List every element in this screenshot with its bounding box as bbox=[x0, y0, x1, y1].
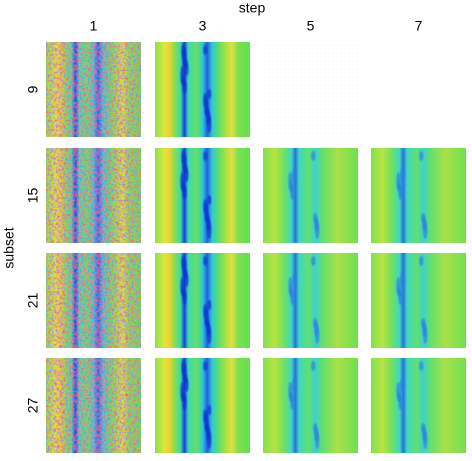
blob bbox=[203, 256, 208, 266]
heatmap bbox=[155, 148, 250, 243]
heatmap bbox=[155, 253, 250, 348]
blob bbox=[292, 378, 297, 392]
column-label: 5 bbox=[307, 18, 315, 34]
blob bbox=[421, 318, 426, 328]
row-label: 27 bbox=[25, 398, 41, 414]
blob bbox=[203, 45, 208, 55]
heatmap bbox=[46, 358, 141, 453]
blob bbox=[292, 168, 297, 182]
heatmap bbox=[46, 253, 141, 348]
heatmap-panel bbox=[371, 358, 466, 453]
heatmap-panel bbox=[155, 148, 250, 243]
blob bbox=[311, 151, 316, 161]
heatmap bbox=[263, 148, 358, 243]
heatmap bbox=[371, 358, 466, 453]
heatmap bbox=[46, 42, 141, 137]
empty-panel bbox=[263, 42, 358, 137]
row-label: 15 bbox=[25, 188, 41, 204]
blob bbox=[207, 300, 212, 310]
blob bbox=[396, 382, 401, 400]
blob bbox=[180, 66, 185, 84]
heatmap-panel bbox=[371, 253, 466, 348]
heatmap-panel bbox=[263, 148, 358, 243]
blob bbox=[181, 150, 186, 164]
blob bbox=[400, 273, 405, 287]
blob bbox=[203, 199, 208, 213]
blob bbox=[419, 361, 424, 371]
heatmap-panel bbox=[263, 253, 358, 348]
blob bbox=[313, 318, 318, 328]
blob bbox=[288, 382, 293, 400]
row-label: 21 bbox=[25, 293, 41, 309]
blob bbox=[396, 172, 401, 190]
heatmap bbox=[155, 42, 250, 137]
blob bbox=[207, 89, 212, 99]
blob bbox=[288, 172, 293, 190]
row-label: 9 bbox=[25, 85, 41, 93]
blob bbox=[288, 277, 293, 295]
blob bbox=[181, 44, 186, 58]
blob bbox=[311, 256, 316, 266]
heatmap-panel bbox=[263, 358, 358, 453]
blob bbox=[203, 93, 208, 107]
blob bbox=[400, 168, 405, 182]
heatmap-panel bbox=[371, 148, 466, 243]
row-title: subset bbox=[1, 227, 17, 268]
column-label: 7 bbox=[415, 18, 423, 34]
heatmap-panel bbox=[155, 358, 250, 453]
heatmap bbox=[46, 148, 141, 243]
blob bbox=[180, 382, 185, 400]
blob bbox=[421, 213, 426, 223]
blob bbox=[207, 195, 212, 205]
blob bbox=[181, 255, 186, 269]
blob bbox=[421, 423, 426, 433]
blob bbox=[396, 277, 401, 295]
column-label: 1 bbox=[90, 18, 98, 34]
column-label: 3 bbox=[199, 18, 207, 34]
heatmap bbox=[263, 253, 358, 348]
heatmap-panel bbox=[155, 253, 250, 348]
panel-grid bbox=[46, 42, 466, 453]
blob bbox=[313, 213, 318, 223]
blob bbox=[419, 151, 424, 161]
blob bbox=[311, 361, 316, 371]
heatmap-panel bbox=[46, 358, 141, 453]
blob bbox=[313, 423, 318, 433]
blob bbox=[292, 273, 297, 287]
heatmap-panel bbox=[46, 42, 141, 137]
heatmap bbox=[263, 358, 358, 453]
heatmap-panel bbox=[46, 253, 141, 348]
blob bbox=[400, 378, 405, 392]
blob bbox=[419, 256, 424, 266]
blob bbox=[181, 360, 186, 374]
blob bbox=[180, 172, 185, 190]
column-title: step bbox=[239, 0, 266, 16]
blob bbox=[203, 361, 208, 371]
blob bbox=[203, 151, 208, 161]
blob bbox=[207, 405, 212, 415]
blob bbox=[203, 409, 208, 423]
blob bbox=[203, 304, 208, 318]
heatmap bbox=[371, 148, 466, 243]
heatmap-panel bbox=[46, 148, 141, 243]
heatmap-panel bbox=[155, 42, 250, 137]
heatmap bbox=[155, 358, 250, 453]
heatmap bbox=[371, 253, 466, 348]
blob bbox=[180, 277, 185, 295]
